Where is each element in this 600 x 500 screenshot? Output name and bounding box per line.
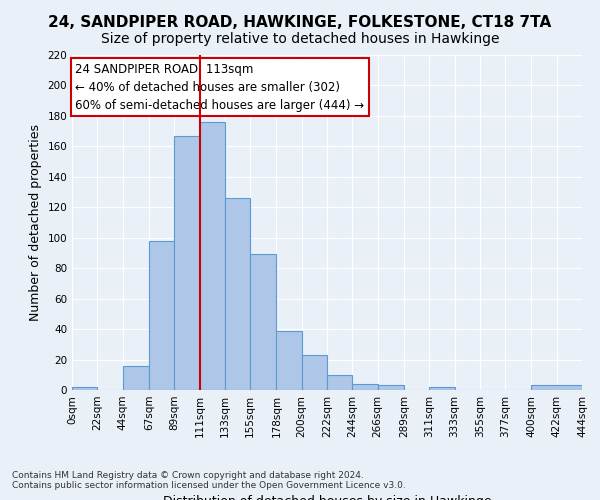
Text: 24, SANDPIPER ROAD, HAWKINGE, FOLKESTONE, CT18 7TA: 24, SANDPIPER ROAD, HAWKINGE, FOLKESTONE… xyxy=(49,15,551,30)
Bar xyxy=(377,386,404,390)
Bar xyxy=(302,355,327,390)
Bar xyxy=(352,384,377,390)
X-axis label: Distribution of detached houses by size in Hawkinge: Distribution of detached houses by size … xyxy=(163,496,491,500)
Bar xyxy=(225,198,250,390)
Text: Size of property relative to detached houses in Hawkinge: Size of property relative to detached ho… xyxy=(101,32,499,46)
Bar xyxy=(72,387,97,390)
Bar xyxy=(327,375,352,390)
Bar xyxy=(277,330,302,390)
Bar xyxy=(532,386,582,390)
Bar xyxy=(174,136,199,390)
Bar xyxy=(429,387,455,390)
Bar xyxy=(250,254,277,390)
Bar xyxy=(122,366,149,390)
Y-axis label: Number of detached properties: Number of detached properties xyxy=(29,124,42,321)
Text: Contains HM Land Registry data © Crown copyright and database right 2024.
Contai: Contains HM Land Registry data © Crown c… xyxy=(12,470,406,490)
Bar xyxy=(149,241,174,390)
Bar xyxy=(199,122,225,390)
Text: 24 SANDPIPER ROAD: 113sqm
← 40% of detached houses are smaller (302)
60% of semi: 24 SANDPIPER ROAD: 113sqm ← 40% of detac… xyxy=(76,62,365,112)
